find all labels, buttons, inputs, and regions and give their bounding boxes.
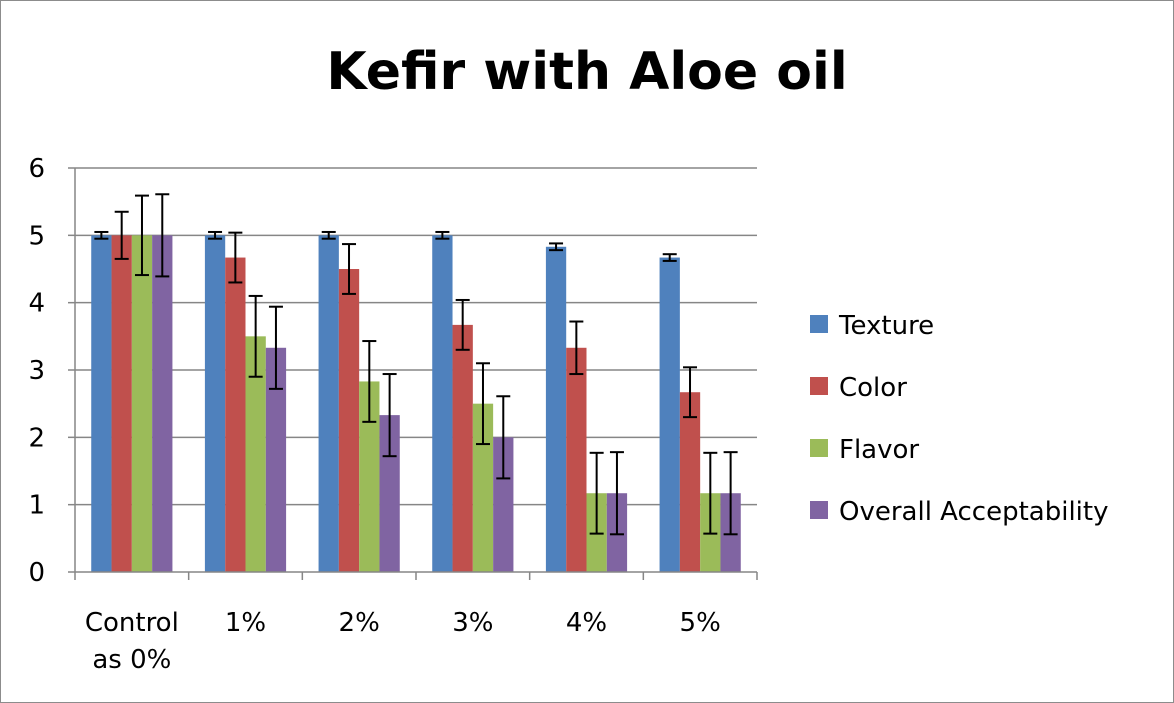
bar	[545, 246, 567, 572]
legend-label: Color	[839, 373, 907, 403]
bars	[91, 235, 741, 573]
bar	[659, 257, 680, 572]
legend-swatch	[810, 377, 828, 395]
legend-label: Texture	[838, 311, 934, 341]
error-bar	[94, 230, 109, 240]
error-bar	[268, 305, 283, 390]
y-tick-label: 6	[28, 154, 45, 184]
error-bar	[683, 366, 698, 419]
bar	[379, 415, 400, 572]
bar	[111, 235, 132, 573]
error-bar	[496, 395, 511, 480]
error-bar	[455, 298, 470, 351]
error-bar	[114, 210, 129, 260]
y-tick-label: 1	[28, 491, 45, 521]
legend-swatch	[810, 315, 828, 333]
chart-title: Kefir with Aloe oil	[326, 42, 848, 102]
legend-label: Overall Acceptability	[839, 497, 1108, 527]
legend-label: Flavor	[839, 435, 919, 465]
bar	[679, 392, 701, 572]
error-bar	[703, 451, 718, 535]
error-bar	[342, 243, 357, 295]
error-bar	[248, 294, 263, 378]
bar	[359, 381, 380, 572]
legend-item: Overall Acceptability	[810, 497, 1108, 527]
error-bar	[569, 320, 584, 376]
error-bar	[321, 230, 336, 240]
legend-swatch	[810, 439, 828, 457]
error-bars	[94, 193, 738, 536]
legend-item: Color	[810, 373, 907, 403]
legend-item: Texture	[810, 311, 934, 341]
bar	[432, 235, 453, 573]
x-tick-label: 2%	[339, 608, 380, 638]
axes	[68, 167, 758, 580]
error-bar	[155, 193, 170, 278]
x-tick-label: 1%	[225, 608, 266, 638]
bar	[152, 235, 173, 573]
error-bar	[609, 451, 624, 536]
bar	[493, 437, 514, 572]
x-tick-label: 5%	[680, 608, 721, 638]
error-bar	[662, 253, 677, 262]
x-tick-label: 4%	[566, 608, 607, 638]
error-bar	[549, 242, 564, 252]
bar	[338, 269, 360, 572]
bar	[265, 347, 287, 572]
bar	[131, 235, 153, 573]
gridlines	[75, 167, 757, 506]
error-bar	[475, 362, 490, 446]
error-bar	[362, 340, 377, 423]
x-tick-label: Control as 0%	[85, 608, 179, 675]
y-tick-labels: 0 1 2 3 4 5 6	[28, 154, 45, 588]
y-tick-label: 4	[28, 289, 45, 319]
bar	[245, 336, 266, 572]
y-tick-label: 0	[28, 558, 45, 588]
x-tick-label: 3%	[452, 608, 493, 638]
bar	[566, 347, 587, 572]
legend: Texture Color Flavor Overall Acceptability	[810, 311, 1108, 527]
legend-swatch	[810, 501, 828, 519]
bar	[204, 235, 226, 573]
bar	[318, 235, 339, 573]
bar	[472, 403, 494, 572]
x-tick-labels: Control as 0% 1% 2% 3% 4% 5%	[85, 608, 721, 675]
bar	[225, 257, 246, 572]
error-bar	[435, 230, 450, 240]
error-bar	[589, 451, 604, 535]
bar	[452, 324, 473, 572]
error-bar	[382, 373, 397, 458]
y-tick-label: 2	[28, 423, 45, 453]
error-bar	[134, 194, 149, 277]
error-bar	[208, 230, 223, 240]
y-tick-label: 3	[28, 356, 45, 386]
error-bar	[228, 231, 243, 284]
y-tick-label: 5	[28, 221, 45, 251]
error-bar	[723, 451, 738, 536]
legend-item: Flavor	[810, 435, 919, 465]
bar	[91, 235, 112, 573]
